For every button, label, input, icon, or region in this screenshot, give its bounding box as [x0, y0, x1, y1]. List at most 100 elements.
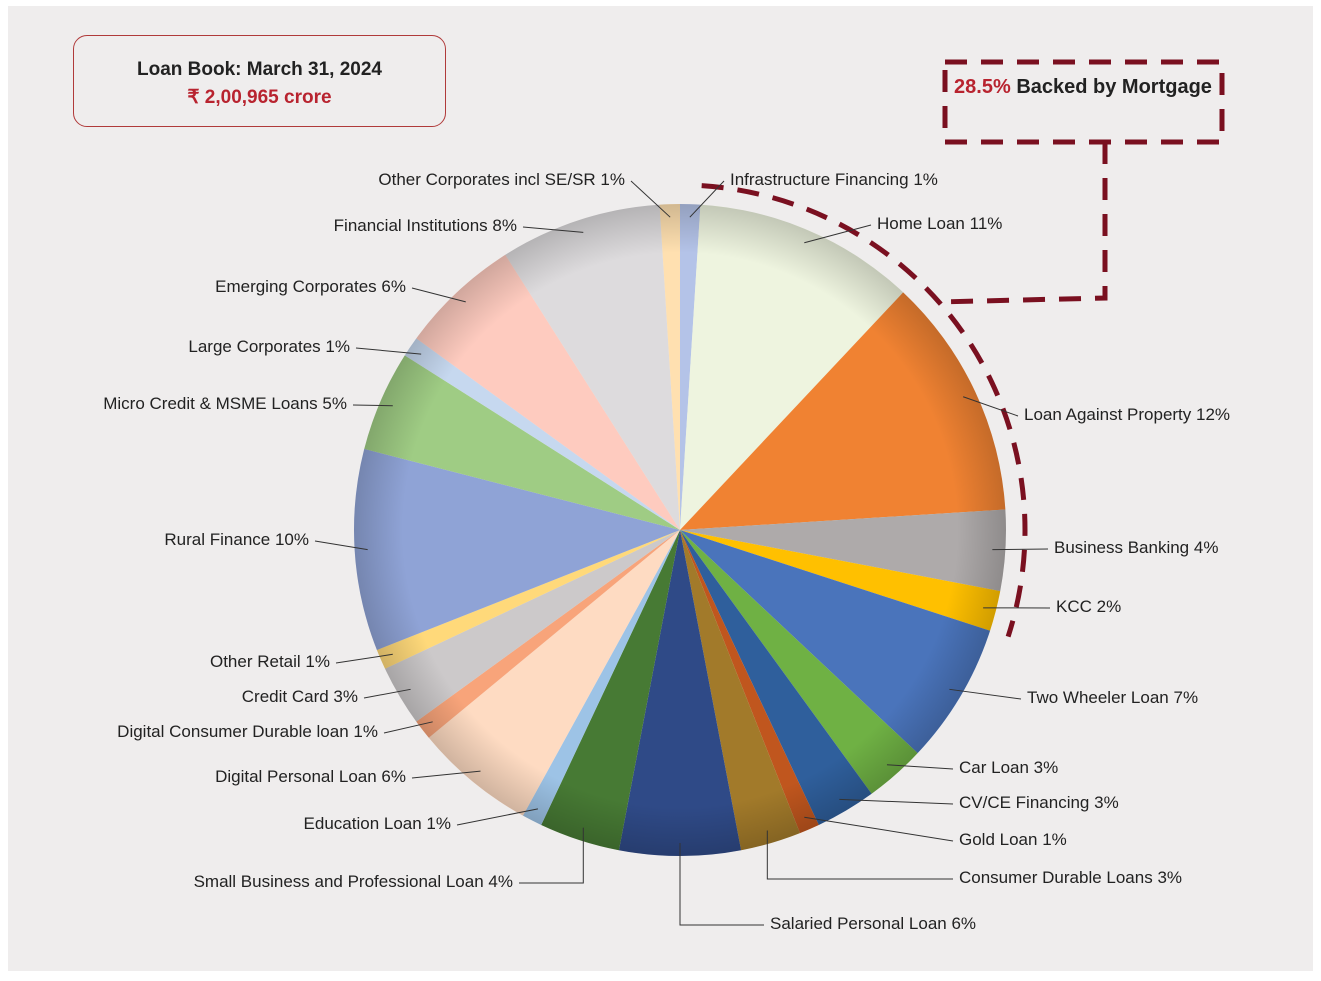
- leader-line: [886, 764, 954, 770]
- value-label: 1%: [305, 652, 330, 671]
- category-name: Financial Institutions: [334, 216, 488, 235]
- category-name: Small Business and Professional Loan: [194, 872, 484, 891]
- annotation: 28.5% Backed by Mortgage: [948, 72, 1218, 103]
- value-label: 2%: [1097, 597, 1122, 616]
- value-label: 3%: [1157, 868, 1182, 887]
- category-name: Rural Finance: [164, 530, 270, 549]
- slice-label: Emerging Corporates 6%: [215, 277, 406, 296]
- category-name: Car Loan: [959, 758, 1029, 777]
- leader-line: [804, 224, 872, 244]
- slice-label: Home Loan 11%: [877, 214, 1002, 233]
- leader-line: [949, 688, 1022, 700]
- category-name: CV/CE Financing: [959, 793, 1089, 812]
- category-name: Other Corporates incl SE/SR: [378, 170, 595, 189]
- slice-label: Gold Loan 1%: [959, 830, 1067, 849]
- slice-label: Business Banking 4%: [1054, 538, 1218, 557]
- leader-line: [630, 180, 671, 218]
- slice-label: CV/CE Financing 3%: [959, 793, 1119, 812]
- value-label: 7%: [1173, 688, 1198, 707]
- slice-label: Digital Personal Loan 6%: [215, 767, 406, 786]
- slice-label: Education Loan 1%: [304, 814, 451, 833]
- leader-line: [335, 653, 393, 664]
- category-name: Loan Against Property: [1024, 405, 1192, 424]
- value-label: 1%: [325, 337, 350, 356]
- slice-label: Small Business and Professional Loan 4%: [194, 872, 513, 891]
- slice-label: Other Retail 1%: [210, 652, 330, 671]
- slice-label: Consumer Durable Loans 3%: [959, 868, 1182, 887]
- slice-label: Digital Consumer Durable loan 1%: [117, 722, 378, 741]
- value-label: 3%: [1034, 758, 1059, 777]
- value-label: 1%: [353, 722, 378, 741]
- chart-subtitle: ₹ 2,00,965 crore: [187, 87, 332, 108]
- category-name: Home Loan: [877, 214, 965, 233]
- category-name: Gold Loan: [959, 830, 1037, 849]
- leader-line: [963, 396, 1019, 417]
- category-name: Emerging Corporates: [215, 277, 377, 296]
- slice-label: Salaried Personal Loan 6%: [770, 914, 976, 933]
- category-name: Other Retail: [210, 652, 301, 671]
- annotation-highlight: 28.5%: [954, 76, 1011, 98]
- slice-label: Micro Credit & MSME Loans 5%: [103, 394, 347, 413]
- value-label: 1%: [600, 170, 625, 189]
- category-name: Digital Personal Loan: [215, 767, 377, 786]
- value-label: 3%: [333, 687, 358, 706]
- leader-line: [766, 830, 953, 880]
- category-name: Business Banking: [1054, 538, 1189, 557]
- leader-line: [689, 180, 725, 218]
- category-name: KCC: [1056, 597, 1092, 616]
- value-label: 6%: [951, 914, 976, 933]
- leader-line: [355, 347, 422, 355]
- value-label: 1%: [426, 814, 451, 833]
- chart-title: Loan Book: March 31, 2024: [137, 59, 382, 80]
- slice-label: Other Corporates incl SE/SR 1%: [378, 170, 625, 189]
- value-label: 10%: [275, 530, 309, 549]
- leader-line: [352, 404, 393, 407]
- category-name: Education Loan: [304, 814, 422, 833]
- slice-label: Infrastructure Financing 1%: [730, 170, 938, 189]
- value-label: 6%: [381, 767, 406, 786]
- value-label: 5%: [322, 394, 347, 413]
- category-name: Digital Consumer Durable loan: [117, 722, 349, 741]
- slice-label: Loan Against Property 12%: [1024, 405, 1230, 424]
- category-name: Credit Card: [242, 687, 329, 706]
- value-label: 4%: [1194, 538, 1219, 557]
- leader-line: [411, 770, 481, 779]
- slice-label: Rural Finance 10%: [164, 530, 309, 549]
- leader-line: [992, 548, 1049, 551]
- pie-shading: [354, 204, 1006, 856]
- value-label: 8%: [492, 216, 517, 235]
- slice-label: Large Corporates 1%: [188, 337, 350, 356]
- category-name: Salaried Personal Loan: [770, 914, 947, 933]
- slice-label: KCC 2%: [1056, 597, 1121, 616]
- leader-line: [522, 226, 584, 233]
- leader-line: [363, 688, 411, 699]
- value-label: 6%: [381, 277, 406, 296]
- value-label: 12%: [1196, 405, 1230, 424]
- slice-label: Credit Card 3%: [242, 687, 358, 706]
- value-label: 1%: [913, 170, 938, 189]
- title-box: Loan Book: March 31, 2024 ₹ 2,00,965 cro…: [73, 35, 446, 127]
- category-name: Micro Credit & MSME Loans: [103, 394, 317, 413]
- leader-line: [839, 798, 954, 805]
- value-label: 4%: [488, 872, 513, 891]
- category-name: Infrastructure Financing: [730, 170, 909, 189]
- leader-line: [519, 827, 584, 884]
- annotation-text: Backed by Mortgage: [1016, 76, 1212, 98]
- value-label: 3%: [1094, 793, 1119, 812]
- leader-line: [383, 721, 433, 734]
- leader-line: [314, 540, 368, 551]
- category-name: Consumer Durable Loans: [959, 868, 1153, 887]
- leader-line: [804, 816, 954, 842]
- annotation-connector: [937, 142, 1108, 305]
- value-label: 1%: [1042, 830, 1067, 849]
- slice-label: Two Wheeler Loan 7%: [1027, 688, 1198, 707]
- slice-label: Car Loan 3%: [959, 758, 1058, 777]
- slice-label: Financial Institutions 8%: [334, 216, 517, 235]
- leader-line: [411, 287, 466, 303]
- leader-line: [679, 842, 764, 926]
- category-name: Large Corporates: [188, 337, 320, 356]
- leader-line: [456, 808, 539, 826]
- value-label: 11%: [970, 214, 1003, 233]
